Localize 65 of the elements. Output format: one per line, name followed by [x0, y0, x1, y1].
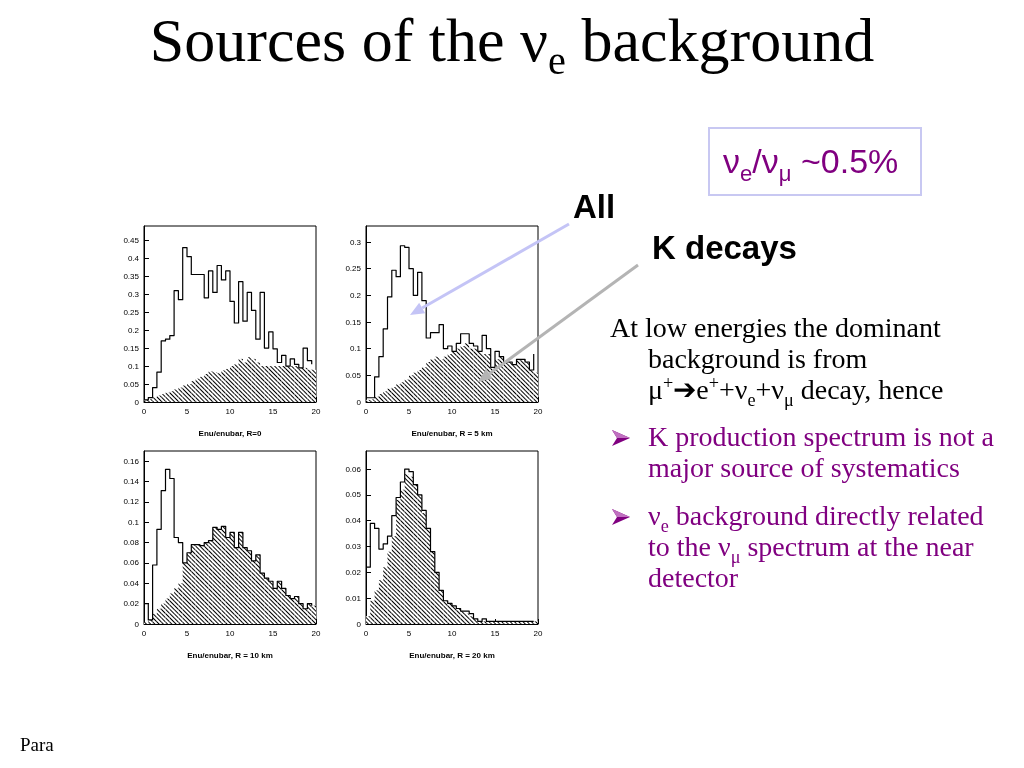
y-tick-label: 0.03 — [345, 542, 362, 552]
y-tick-label: 0 — [134, 619, 140, 629]
y-tick-label: 0 — [356, 619, 362, 629]
x-tick-label: 20 — [533, 628, 543, 638]
y-tick-label: 0.25 — [123, 307, 140, 317]
x-tick-label: 0 — [363, 628, 369, 638]
x-tick-label: 5 — [184, 406, 190, 416]
y-tick-label: 0.14 — [123, 477, 140, 487]
x-tick-label: 5 — [406, 406, 412, 416]
x-tick-label: 10 — [225, 628, 235, 638]
y-tick-label: 0.1 — [127, 517, 140, 527]
y-tick-label: 0.25 — [345, 264, 362, 274]
x-axis-title: Enu/enubar, R = 20 km — [409, 650, 495, 660]
y-tick-label: 0.16 — [123, 456, 140, 466]
y-tick-label: 0.12 — [123, 497, 140, 507]
y-tick-label: 0.08 — [123, 538, 140, 548]
y-tick-label: 0.05 — [345, 370, 362, 380]
text: K decays — [652, 229, 797, 266]
y-tick-label: 0.3 — [349, 237, 362, 247]
y-tick-label: 0.45 — [123, 235, 140, 245]
x-tick-label: 10 — [447, 406, 457, 416]
y-tick-label: 0.15 — [345, 317, 362, 327]
y-tick-label: 0.2 — [127, 325, 140, 335]
y-tick-label: 0.1 — [349, 344, 362, 354]
text: Para — [20, 734, 54, 756]
x-tick-label: 15 — [268, 406, 278, 416]
y-tick-label: 0.02 — [345, 567, 362, 577]
y-tick-label: 0.15 — [123, 343, 140, 353]
x-tick-label: 20 — [533, 406, 543, 416]
text: Sources of the ν$_{e}$ background — [149, 5, 875, 84]
y-tick-label: 0 — [356, 397, 362, 407]
x-tick-label: 5 — [184, 628, 190, 638]
y-tick-label: 0.01 — [345, 593, 362, 603]
x-tick-label: 15 — [490, 628, 500, 638]
x-tick-label: 20 — [311, 628, 321, 638]
x-tick-label: 0 — [141, 628, 147, 638]
y-tick-label: 0.06 — [345, 464, 362, 474]
text: K production spectrum is not a major source of systematics — [648, 421, 996, 483]
x-axis-title: Enu/enubar, R = 5 km — [411, 428, 493, 438]
text: ν$_{e}$ background directly related to the ν$_{μ}$ spectrum at the near detector — [648, 500, 985, 593]
y-tick-label: 0.06 — [123, 558, 140, 568]
x-tick-label: 5 — [406, 628, 412, 638]
x-tick-label: 15 — [490, 406, 500, 416]
y-tick-label: 0.04 — [345, 516, 362, 526]
y-tick-label: 0.05 — [123, 379, 140, 389]
x-tick-label: 0 — [363, 406, 369, 416]
x-tick-label: 10 — [447, 628, 457, 638]
x-axis-title: Enu/enubar, R=0 — [198, 428, 262, 438]
text: ν$_{e}$/ν$_{μ}$ ~0.5% — [708, 127, 923, 196]
x-axis-title: Enu/enubar, R = 10 km — [187, 650, 273, 660]
y-tick-label: 0.05 — [345, 490, 362, 500]
text: All — [573, 188, 616, 225]
x-tick-label: 15 — [268, 628, 278, 638]
y-tick-label: 0.1 — [127, 361, 140, 371]
y-tick-label: 0.35 — [123, 271, 140, 281]
y-tick-label: 0.04 — [123, 578, 140, 588]
y-tick-label: 0.3 — [127, 289, 140, 299]
y-tick-label: 0.2 — [349, 290, 362, 300]
x-tick-label: 0 — [141, 406, 147, 416]
text: At low energies the dominant background is from μ$^{+}$➔e$^{+}$+ν$_{e}$+ν$_{μ}$ decay, hence — [610, 312, 944, 410]
x-tick-label: 20 — [311, 406, 321, 416]
y-tick-label: 0.4 — [127, 253, 140, 263]
y-tick-label: 0.02 — [123, 599, 140, 609]
x-tick-label: 10 — [225, 406, 235, 416]
y-tick-label: 0 — [134, 397, 140, 407]
